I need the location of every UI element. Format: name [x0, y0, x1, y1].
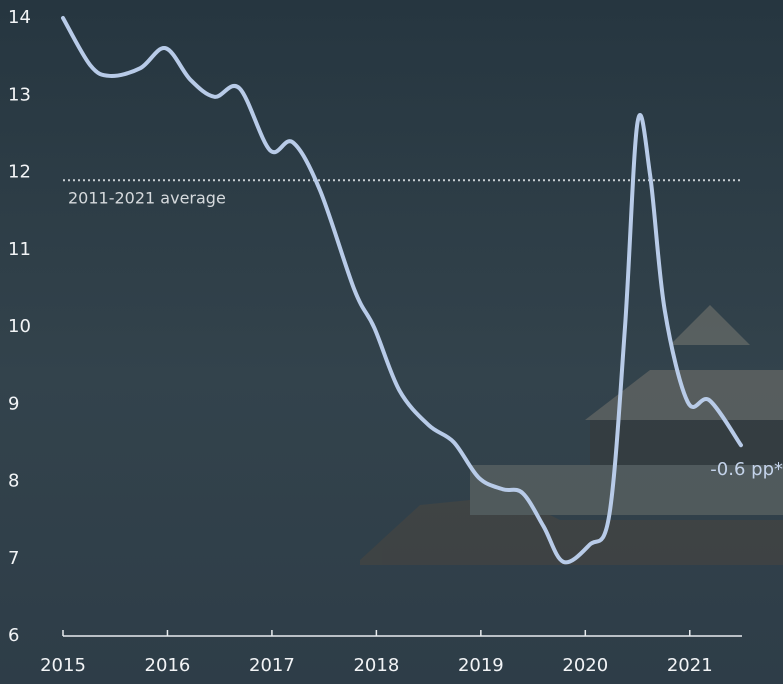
x-tick-label: 2017	[249, 655, 295, 676]
x-tick-label: 2021	[667, 655, 713, 676]
x-tick-label: 2018	[353, 655, 399, 676]
page: {"chart_data": { "type": "line", "x": [2…	[0, 0, 783, 684]
x-tick-label: 2015	[40, 655, 86, 676]
y-tick-label: 6	[8, 625, 19, 646]
reference-label: 2011-2021 average	[68, 189, 226, 208]
annotation: -0.6 pp*	[710, 459, 783, 480]
y-tick-label: 7	[8, 548, 19, 569]
chart: 6 7 8 9 10 11 12 13 14 2015 2016 2017 2018 2019 2020 20…	[0, 0, 783, 684]
x-tick-label: 2016	[145, 655, 191, 676]
x-tick-label: 2020	[562, 655, 608, 676]
y-tick-label: 8	[8, 471, 19, 492]
y-tick-label: 13	[8, 84, 31, 105]
background	[0, 0, 783, 684]
y-tick-label: 10	[8, 316, 31, 337]
x-tick-label: 2019	[458, 655, 504, 676]
y-tick-label: 14	[8, 7, 31, 28]
y-tick-label: 12	[8, 162, 31, 183]
y-tick-label: 11	[8, 239, 31, 260]
y-tick-label: 9	[8, 393, 19, 414]
